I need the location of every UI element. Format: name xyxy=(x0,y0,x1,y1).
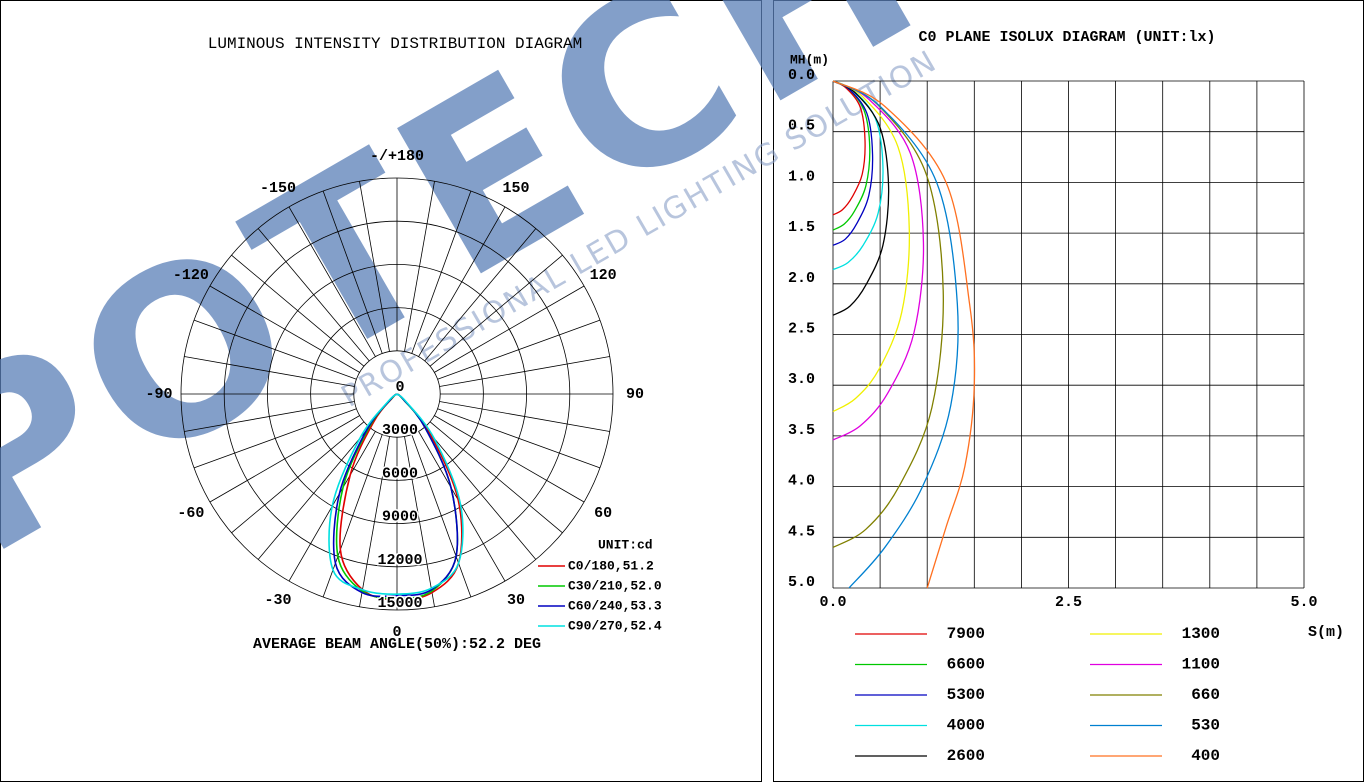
ring xyxy=(310,307,484,481)
polar-title: LUMINOUS INTENSITY DISTRIBUTION DIAGRAM xyxy=(208,35,582,53)
angle-label: 120 xyxy=(590,267,617,284)
angle-label: 150 xyxy=(502,180,529,197)
watermark: POTECH PROFESSIONAL LED LIGHTING SOLUTIO… xyxy=(0,0,965,607)
legend-label: 660 xyxy=(1191,686,1220,704)
angle-label: 90 xyxy=(626,386,644,403)
unit-label: UNIT:cd xyxy=(598,537,653,552)
isolux-curve xyxy=(832,80,874,246)
intensity-curve xyxy=(339,393,463,601)
ring-label: 12000 xyxy=(377,552,422,569)
y-tick-label: 4.0 xyxy=(788,473,815,490)
legend-label: 6600 xyxy=(947,656,985,674)
legend-label: 400 xyxy=(1191,747,1220,765)
intensity-curve xyxy=(328,393,464,596)
angle-label: 60 xyxy=(594,505,612,522)
legend-label: C90/270,52.4 xyxy=(568,618,662,633)
legend-label: 2600 xyxy=(947,747,985,765)
angle-label: -/+180 xyxy=(370,148,424,165)
legend-label: 1300 xyxy=(1182,625,1220,643)
legend-label: C30/210,52.0 xyxy=(568,578,662,593)
x-axis-label: S(m) xyxy=(1308,624,1344,641)
y-tick-label: 4.5 xyxy=(788,523,815,540)
angle-label: -30 xyxy=(264,592,291,609)
y-tick-label: 1.0 xyxy=(788,168,815,185)
angle-label: 30 xyxy=(507,592,525,609)
x-tick-label: 2.5 xyxy=(1055,594,1082,611)
angle-label: -120 xyxy=(173,267,209,284)
ring-label: 3000 xyxy=(382,422,418,439)
legend-label: 5300 xyxy=(947,686,985,704)
y-tick-label: 0.0 xyxy=(788,67,815,84)
isolux-title: C0 PLANE ISOLUX DIAGRAM (UNIT:lx) xyxy=(918,29,1215,46)
x-tick-label: 0.0 xyxy=(819,594,846,611)
legend-label: C60/240,53.3 xyxy=(568,598,662,613)
isolux-curve xyxy=(832,80,976,589)
legend-label: 4000 xyxy=(947,717,985,735)
isolux-curve xyxy=(832,80,890,316)
isolux-curve xyxy=(832,80,944,549)
y-axis-label: MH(m) xyxy=(790,52,829,67)
ring-label: 0 xyxy=(395,379,404,396)
y-tick-label: 3.5 xyxy=(788,422,815,439)
beam-angle: AVERAGE BEAM ANGLE(50%):52.2 DEG xyxy=(253,636,541,653)
angle-label: 0 xyxy=(392,624,401,641)
ring-label: 15000 xyxy=(377,595,422,612)
angle-label: -60 xyxy=(177,505,204,522)
isolux-curve xyxy=(832,80,925,441)
intensity-curve xyxy=(332,393,459,598)
isolux-curve xyxy=(832,80,959,589)
legend-label: 530 xyxy=(1191,717,1220,735)
isolux-curve xyxy=(832,80,866,216)
y-tick-label: 3.0 xyxy=(788,371,815,388)
isolux-curve xyxy=(832,80,911,413)
ring xyxy=(266,263,528,525)
y-tick-label: 2.0 xyxy=(788,270,815,287)
ring-label: 6000 xyxy=(382,465,418,482)
ring xyxy=(180,177,614,611)
y-tick-label: 1.5 xyxy=(788,219,815,236)
legend-label: 1100 xyxy=(1182,656,1220,674)
y-tick-label: 0.5 xyxy=(788,118,815,135)
angle-label: -90 xyxy=(145,386,172,403)
ring xyxy=(353,350,441,438)
legend-label: C0/180,51.2 xyxy=(568,558,654,573)
legend-label: 7900 xyxy=(947,625,985,643)
ring xyxy=(223,220,571,568)
x-tick-label: 5.0 xyxy=(1290,594,1317,611)
ring-label: 9000 xyxy=(382,509,418,526)
angle-label: -150 xyxy=(260,180,296,197)
y-tick-label: 5.0 xyxy=(788,574,815,591)
y-tick-label: 2.5 xyxy=(788,320,815,337)
